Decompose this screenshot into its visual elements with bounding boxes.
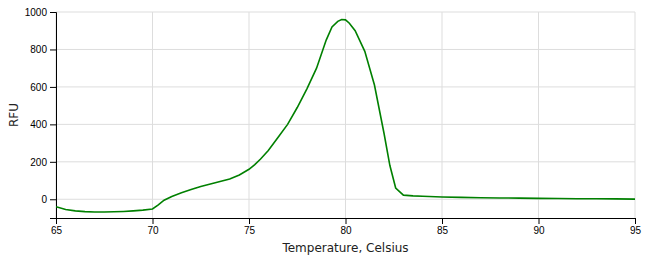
x-tick-label: 85	[437, 225, 449, 236]
x-tick-label: 70	[147, 225, 159, 236]
x-axis-title: Temperature, Celsius	[281, 241, 408, 255]
x-tick: 95	[630, 218, 642, 236]
x-axis-line	[57, 219, 636, 225]
x-tick-mark	[346, 218, 347, 224]
x-tick-mark	[635, 218, 636, 224]
x-tick-label: 75	[244, 225, 256, 236]
y-tick-mark	[50, 49, 56, 50]
x-tick: 80	[340, 218, 352, 236]
y-tick: 0	[41, 194, 56, 205]
grid-line-x	[635, 12, 636, 218]
grid-line-y	[56, 49, 635, 50]
y-tick-mark	[50, 87, 56, 88]
line	[56, 19, 635, 212]
grid-line-x	[442, 12, 443, 218]
lines	[56, 19, 635, 212]
y-tick-label: 600	[30, 82, 47, 93]
x-tick: 65	[51, 218, 63, 236]
grid-line-y	[56, 12, 635, 13]
y-tick: 600	[30, 82, 56, 93]
y-axis-line	[50, 13, 57, 219]
grid	[56, 12, 635, 218]
grid-line-x	[152, 12, 153, 218]
y-tick-mark	[50, 162, 56, 163]
plot: 65 70 75 80 85 90 95 0 200 400 600 800 1000	[25, 7, 642, 236]
y-axis-title: RFU	[7, 103, 21, 127]
x-tick: 75	[244, 218, 256, 236]
x-tick: 90	[533, 218, 545, 236]
y-tick-label: 400	[30, 119, 47, 130]
grid-line-x	[345, 12, 346, 218]
x-tick-mark	[539, 218, 540, 224]
x-axis: 65 70 75 80 85 90 95	[51, 218, 642, 236]
y-tick: 400	[30, 119, 56, 130]
y-tick-mark	[50, 124, 56, 125]
grid-line-x	[249, 12, 250, 218]
grid-line-y	[56, 124, 635, 125]
y-axis: 0 200 400 600 800 1000	[25, 7, 57, 219]
y-tick-label: 1000	[25, 7, 48, 18]
y-tick: 200	[30, 157, 56, 168]
x-tick-label: 65	[51, 225, 63, 236]
y-tick: 1000	[25, 7, 56, 18]
x-tick-label: 95	[630, 225, 642, 236]
y-tick: 800	[30, 44, 56, 55]
x-tick-mark	[249, 218, 250, 224]
chart: 65 70 75 80 85 90 95 0 200 400 600 800 1000 Temperatu…	[0, 0, 653, 260]
y-tick-mark	[50, 199, 56, 200]
grid-line-y	[56, 86, 635, 87]
x-tick: 85	[437, 218, 449, 236]
y-tick-mark	[50, 12, 56, 13]
y-tick-label: 200	[30, 157, 47, 168]
grid-line-x	[538, 12, 539, 218]
x-tick-label: 80	[340, 225, 352, 236]
y-tick-label: 0	[41, 194, 47, 205]
x-tick-label: 90	[533, 225, 545, 236]
y-tick-label: 800	[30, 44, 47, 55]
x-tick-mark	[153, 218, 154, 224]
x-tick-mark	[442, 218, 443, 224]
grid-line-y	[56, 161, 635, 162]
x-tick: 70	[147, 218, 159, 236]
